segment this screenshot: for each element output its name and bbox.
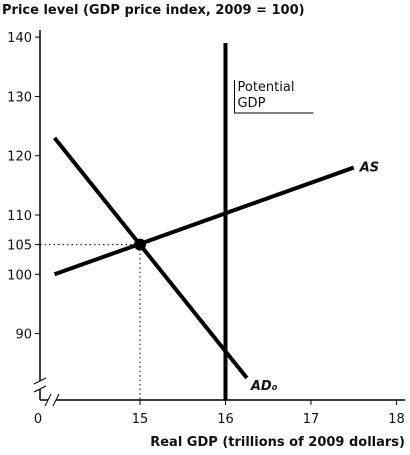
axis-break xyxy=(44,393,52,407)
y-tick-label: 130 xyxy=(7,90,32,105)
axis-break xyxy=(52,393,60,407)
y-tick-label: 100 xyxy=(7,268,32,283)
x-tick-label: 17 xyxy=(303,412,320,427)
curve xyxy=(53,165,355,277)
x-axis-title: Real GDP (trillions of 2009 dollars) xyxy=(150,435,405,450)
x-tick-label: 15 xyxy=(132,412,149,427)
y-tick-label: 110 xyxy=(7,209,32,224)
curve xyxy=(52,136,249,380)
curve-label: AD₀ xyxy=(250,379,278,394)
curve-label: GDP xyxy=(237,96,265,111)
origin-label: 0 xyxy=(34,412,42,427)
y-tick-label: 90 xyxy=(15,328,32,343)
x-tick-label: 18 xyxy=(388,412,405,427)
equilibrium-point xyxy=(134,238,147,251)
curve-label: AS xyxy=(359,161,379,176)
axis-break xyxy=(33,377,47,385)
curve-label: Potential xyxy=(237,80,294,95)
axis-break xyxy=(33,385,47,393)
x-tick-label: 16 xyxy=(217,412,234,427)
y-tick-label: 120 xyxy=(7,150,32,165)
y-tick-label: 105 xyxy=(7,239,32,254)
y-axis-title: Price level (GDP price index, 2009 = 100… xyxy=(2,3,305,18)
label-leader xyxy=(233,80,314,114)
y-tick-label: 140 xyxy=(7,31,32,46)
